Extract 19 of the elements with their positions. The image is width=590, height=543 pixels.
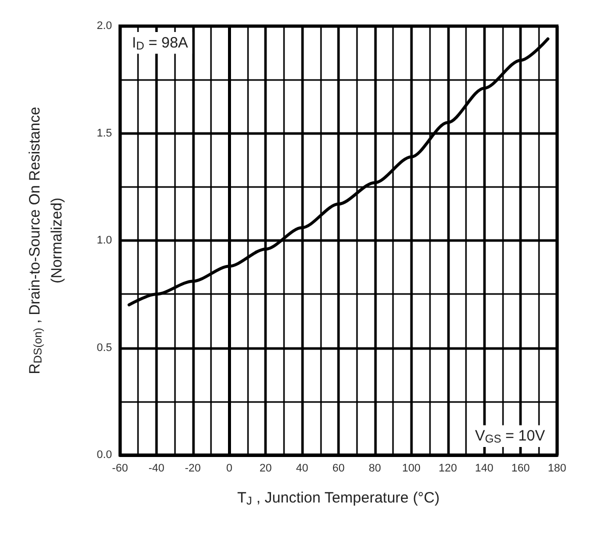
y-tick-label: 1.5	[96, 127, 112, 140]
x-tick-label: 80	[368, 462, 382, 474]
x-tick-label: -40	[148, 462, 164, 474]
x-tick-label: 180	[548, 462, 566, 474]
x-tick-label: 160	[511, 462, 530, 474]
x-tick-label: 60	[332, 462, 345, 474]
y-tick-label: 0.0	[96, 449, 112, 461]
y-tick-label: 2.0	[96, 20, 112, 32]
y-axis-title: RDS(on) , Drain-to-Source On Resistance (Normalized)	[26, 106, 66, 374]
x-tick-label: 0	[226, 462, 232, 474]
x-tick-label: -60	[112, 462, 128, 474]
y-tick-label: 0.5	[96, 342, 112, 354]
x-tick-label: -20	[184, 462, 201, 474]
x-tick-label: 20	[260, 462, 272, 474]
x-tick-label: 40	[296, 462, 308, 474]
x-tick-label: 100	[402, 462, 421, 474]
x-tick-label: 120	[438, 462, 457, 474]
y-tick-label: 1.0	[96, 234, 112, 246]
x-tick-label: 140	[474, 462, 494, 474]
